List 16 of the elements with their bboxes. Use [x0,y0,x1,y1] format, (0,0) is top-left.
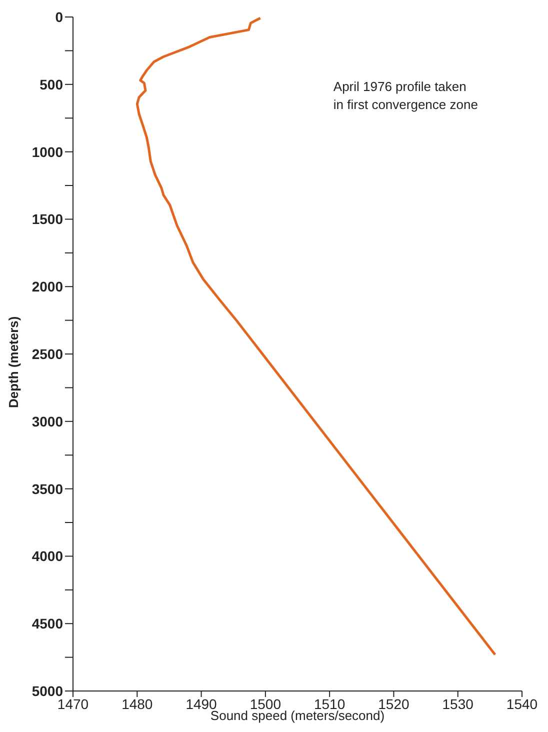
y-tick-label: 2500 [32,346,64,362]
y-tick-label: 0 [55,8,64,25]
y-tick-label: 2000 [32,278,64,295]
y-tick-label: 1500 [32,211,64,228]
x-tick-label: 1540 [506,696,538,712]
y-tick-label: 3500 [32,480,64,497]
line-series [136,17,496,656]
y-tick-label: 4500 [32,616,64,632]
x-tick-label: 1480 [122,696,153,712]
y-axis-title: Depth (meters) [6,316,21,408]
y-tick-label: 4000 [32,548,64,564]
y-tick-label: 3000 [32,413,64,430]
x-tick-label: 1530 [442,696,474,712]
annotation: April 1976 profile taken in first convergence zone [333,78,478,114]
y-tick-label: 500 [40,76,64,92]
y-tick-label: 1000 [32,144,64,160]
